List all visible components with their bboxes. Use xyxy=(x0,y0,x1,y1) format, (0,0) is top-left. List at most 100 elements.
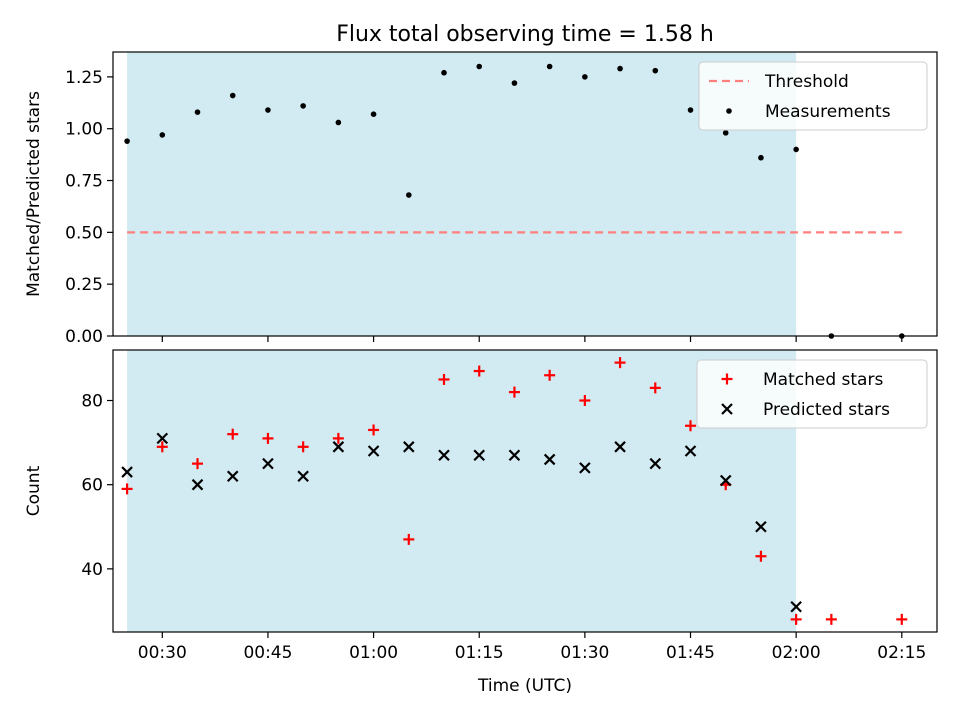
data-point xyxy=(405,192,412,198)
x-tick-label: 01:30 xyxy=(560,643,609,663)
data-point xyxy=(649,382,661,394)
panel-2: 00:30 00:45 01:00 01:15 01:30 01:45 02:00 02:15… xyxy=(24,349,938,696)
legend-label: Threshold xyxy=(764,72,849,92)
data-point xyxy=(156,432,169,445)
data-point xyxy=(579,395,591,407)
data-point xyxy=(370,111,377,117)
legend-label: Matched stars xyxy=(763,370,883,390)
legend: Threshold Measurements xyxy=(698,61,928,131)
data-point xyxy=(755,520,767,533)
data-point xyxy=(262,457,274,470)
data-point xyxy=(614,441,626,453)
data-point xyxy=(793,146,799,153)
y-axis-label: Matched/Predicted stars xyxy=(24,91,44,297)
legend: Matched stars Predicted stars xyxy=(696,359,928,429)
y-tick-label: 0.75 xyxy=(65,172,103,192)
data-point xyxy=(543,453,556,466)
data-point xyxy=(227,428,239,440)
data-point xyxy=(758,154,764,161)
data-point xyxy=(121,483,133,495)
legend-marker xyxy=(726,108,732,114)
panel-1: 0.00 0.25 0.50 0.75 1.00 1.25 Matched/Predicte… xyxy=(24,51,938,347)
y-tick-label: 0.25 xyxy=(65,275,103,295)
data-point xyxy=(159,132,166,138)
legend-box xyxy=(698,61,928,131)
x-axis-label: Time (UTC) xyxy=(477,676,572,696)
series-matched-stars xyxy=(121,357,908,625)
data-point xyxy=(685,420,697,432)
data-point xyxy=(124,138,130,144)
legend-label: Predicted stars xyxy=(763,400,890,420)
data-point xyxy=(579,462,591,474)
data-point xyxy=(368,424,380,436)
data-point xyxy=(476,63,483,70)
data-point xyxy=(508,386,520,398)
plot-frame xyxy=(112,349,938,633)
y-tick-label: 0.00 xyxy=(65,327,103,347)
observing-span xyxy=(127,350,797,632)
data-point xyxy=(896,613,908,625)
data-point xyxy=(192,458,204,470)
y-tick-label: 80 xyxy=(81,392,103,412)
x-tick-label: 02:15 xyxy=(877,643,926,663)
y-tick-label: 60 xyxy=(81,476,103,496)
data-point xyxy=(719,474,732,487)
data-point xyxy=(403,533,415,545)
chart-title: Flux total observing time = 1.58 h xyxy=(336,22,714,47)
data-point xyxy=(262,432,274,444)
plot-frame xyxy=(112,51,938,337)
data-point xyxy=(441,69,447,76)
data-point xyxy=(156,441,168,453)
data-point xyxy=(473,365,485,377)
legend-marker xyxy=(721,373,733,385)
data-point xyxy=(121,466,133,478)
series-predicted-stars xyxy=(121,432,802,613)
y-axis-label: Count xyxy=(24,465,44,516)
data-point xyxy=(265,107,271,113)
data-point xyxy=(790,600,802,613)
data-point xyxy=(790,613,802,625)
y-tick-label: 1.00 xyxy=(65,120,103,140)
legend-label: Measurements xyxy=(765,102,891,122)
observing-span xyxy=(127,52,797,336)
data-point xyxy=(755,550,767,562)
y-tick-label: 40 xyxy=(81,560,103,580)
data-point xyxy=(367,445,380,457)
x-tick-label: 01:15 xyxy=(455,643,504,663)
data-point xyxy=(544,369,556,381)
data-point xyxy=(582,74,588,80)
y-tick-label: 0.50 xyxy=(65,223,103,243)
data-point xyxy=(403,441,415,453)
y-tick-label: 1.25 xyxy=(65,68,103,88)
data-point xyxy=(508,449,521,462)
data-point xyxy=(226,470,239,483)
data-point xyxy=(191,478,204,491)
x-tick-label: 02:00 xyxy=(772,643,821,663)
data-point xyxy=(614,357,626,369)
data-point xyxy=(194,109,201,115)
data-point xyxy=(335,119,342,126)
data-point xyxy=(438,373,450,385)
data-point xyxy=(722,130,729,136)
x-tick-label: 00:30 xyxy=(138,643,187,663)
legend-box xyxy=(696,359,928,429)
data-point xyxy=(332,441,345,453)
data-point xyxy=(229,92,236,99)
data-point xyxy=(297,441,309,453)
data-point xyxy=(297,470,309,483)
data-point xyxy=(473,449,486,462)
x-tick-label: 01:45 xyxy=(666,643,715,663)
data-point xyxy=(511,80,518,86)
data-point xyxy=(300,103,306,109)
series-measurements xyxy=(124,63,905,339)
data-point xyxy=(546,63,553,70)
legend-marker xyxy=(721,403,733,415)
data-point xyxy=(684,445,697,457)
data-point xyxy=(617,65,623,72)
data-point xyxy=(649,457,662,470)
data-point xyxy=(332,432,344,444)
data-point xyxy=(687,107,694,113)
x-tick-label: 00:45 xyxy=(243,643,292,663)
data-point xyxy=(652,67,659,74)
